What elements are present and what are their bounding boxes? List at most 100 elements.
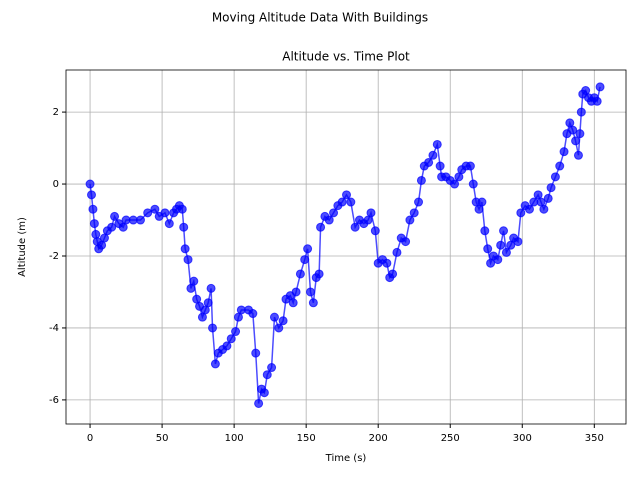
point <box>160 208 170 218</box>
point <box>388 269 398 279</box>
point <box>274 323 284 333</box>
point <box>392 247 402 257</box>
point <box>179 222 189 232</box>
point <box>278 316 288 326</box>
point <box>595 82 605 92</box>
point <box>416 175 426 185</box>
line <box>89 86 601 404</box>
point <box>203 298 213 308</box>
point <box>432 139 442 149</box>
y-tick-label: -6 <box>49 395 59 406</box>
point <box>300 255 310 265</box>
x-tick-label: 200 <box>369 433 388 444</box>
point <box>324 215 334 225</box>
point <box>366 208 376 218</box>
point <box>516 208 526 218</box>
point <box>150 204 160 214</box>
y-tick-label: -4 <box>49 323 59 334</box>
point <box>496 240 506 250</box>
point <box>480 226 490 236</box>
point <box>450 179 460 189</box>
x-tick-label: 250 <box>441 433 460 444</box>
point <box>288 298 298 308</box>
chart-title: Altitude vs. Time Plot <box>282 50 410 64</box>
point <box>414 197 424 207</box>
point <box>231 327 241 337</box>
point <box>483 244 493 254</box>
point <box>259 388 269 398</box>
point <box>342 190 352 200</box>
point <box>428 150 438 160</box>
point <box>88 204 98 214</box>
point <box>85 179 95 189</box>
x-tick-label: 100 <box>225 433 244 444</box>
y-tick-label: -2 <box>49 251 59 262</box>
point <box>401 237 411 247</box>
point <box>571 136 581 146</box>
point <box>210 359 220 369</box>
point <box>382 258 392 268</box>
x-tick-label: 150 <box>297 433 316 444</box>
point <box>499 226 509 236</box>
point <box>576 107 586 117</box>
plot-frame <box>65 69 627 425</box>
point <box>575 129 585 139</box>
point <box>226 334 236 344</box>
x-tick-label: 300 <box>513 433 532 444</box>
point <box>251 348 261 358</box>
point <box>477 197 487 207</box>
point <box>183 255 193 265</box>
point <box>524 204 534 214</box>
point <box>87 190 97 200</box>
x-tick-label: 0 <box>87 433 93 444</box>
point <box>262 370 272 380</box>
point <box>89 219 99 229</box>
point <box>370 226 380 236</box>
point <box>346 197 356 207</box>
point <box>337 197 347 207</box>
point <box>465 161 475 171</box>
point <box>308 298 318 308</box>
point <box>555 161 565 171</box>
point <box>543 193 553 203</box>
y-axis-label: Altitude (m) <box>17 217 28 277</box>
point <box>222 341 232 351</box>
point <box>350 222 360 232</box>
point <box>539 204 549 214</box>
point <box>493 255 503 265</box>
point <box>559 147 569 157</box>
point <box>206 283 216 293</box>
point <box>546 183 556 193</box>
point <box>164 219 174 229</box>
point <box>291 287 301 297</box>
point <box>267 363 277 373</box>
y-tick-label: 0 <box>53 179 59 190</box>
point <box>269 312 279 322</box>
point <box>305 287 315 297</box>
point <box>208 323 218 333</box>
point <box>135 215 145 225</box>
point <box>468 179 478 189</box>
point <box>316 222 326 232</box>
point <box>513 237 523 247</box>
point <box>501 247 511 257</box>
point <box>405 215 415 225</box>
point <box>329 208 339 218</box>
x-tick-label: 50 <box>156 433 169 444</box>
y-tick-label: 2 <box>53 107 59 118</box>
point <box>91 229 101 239</box>
suptitle: Moving Altitude Data With Buildings <box>212 11 428 25</box>
x-tick-label: 350 <box>585 433 604 444</box>
point <box>573 150 583 160</box>
point <box>177 204 187 214</box>
point <box>435 161 445 171</box>
point <box>295 269 305 279</box>
point <box>303 244 313 254</box>
point <box>180 244 190 254</box>
point <box>314 269 324 279</box>
point <box>143 208 153 218</box>
point <box>254 398 264 408</box>
point <box>189 276 199 286</box>
